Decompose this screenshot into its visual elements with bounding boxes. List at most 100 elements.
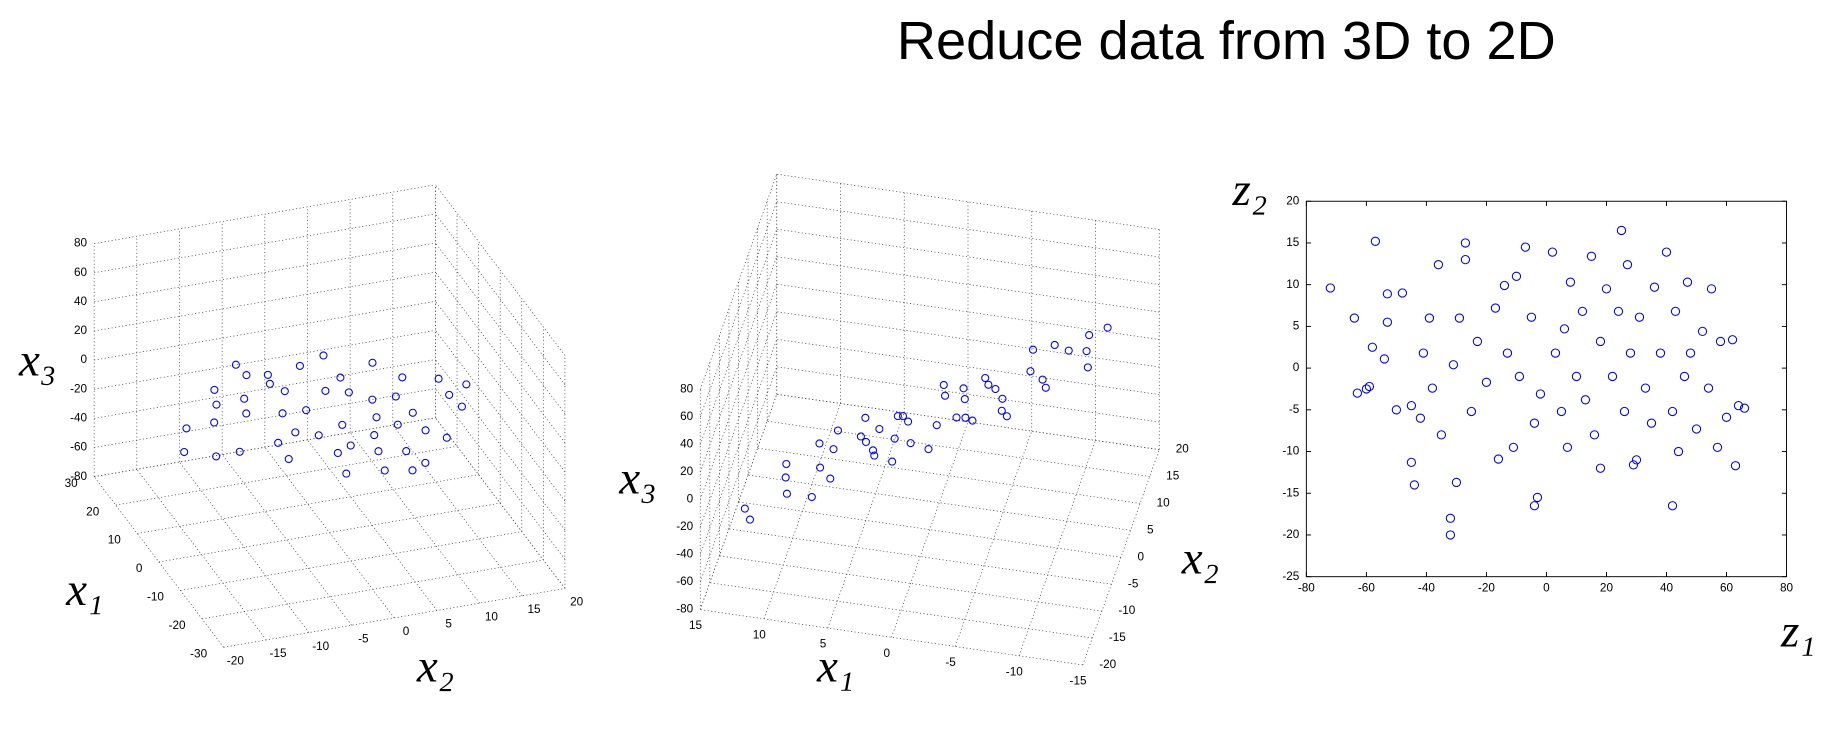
data-point bbox=[321, 386, 330, 395]
data-point bbox=[1646, 418, 1657, 428]
data-point bbox=[210, 385, 219, 394]
x3-tick-label: -20 bbox=[70, 382, 87, 395]
x1-tick-label: -5 bbox=[945, 656, 956, 669]
x-tick-label: 20 bbox=[1600, 582, 1614, 595]
data-point bbox=[408, 408, 417, 417]
data-point bbox=[959, 384, 968, 393]
x2-tick-label: -5 bbox=[1128, 577, 1139, 590]
x-axis-label: z₁ bbox=[1780, 605, 1816, 657]
data-point bbox=[457, 402, 466, 411]
data-point bbox=[740, 504, 749, 513]
data-point bbox=[939, 380, 948, 390]
data-point bbox=[1520, 242, 1531, 252]
data-point bbox=[231, 360, 240, 369]
stage: Reduce data from 3D to 2D -30 -20 -10 0 10 20… bbox=[18, 11, 1816, 693]
grid-line bbox=[435, 213, 566, 385]
data-point bbox=[1370, 236, 1381, 246]
x2-axis-label: x₂ bbox=[1181, 532, 1219, 584]
data-point bbox=[861, 437, 871, 447]
data-point bbox=[1721, 412, 1732, 422]
data-point bbox=[1547, 247, 1558, 257]
data-point bbox=[1622, 260, 1633, 270]
data-point bbox=[368, 358, 377, 367]
y-tick-label: -15 bbox=[1282, 486, 1299, 499]
data-point bbox=[1649, 282, 1660, 292]
grid-line bbox=[221, 454, 352, 626]
data-point bbox=[182, 424, 191, 433]
data-point bbox=[462, 380, 471, 389]
grid-line bbox=[719, 555, 1102, 612]
x3-tick-label: 60 bbox=[680, 410, 694, 423]
data-point bbox=[265, 379, 274, 388]
grid-line bbox=[435, 301, 566, 473]
data-point bbox=[1466, 406, 1477, 417]
data-point bbox=[1427, 383, 1438, 393]
data-point bbox=[1559, 324, 1570, 334]
data-point bbox=[997, 406, 1006, 415]
data-point bbox=[1445, 530, 1456, 540]
grid-line bbox=[392, 424, 523, 597]
data-point bbox=[1499, 280, 1510, 291]
grid-line bbox=[115, 445, 458, 506]
data-point bbox=[1002, 412, 1011, 421]
data-point bbox=[434, 374, 443, 383]
grid-line bbox=[435, 271, 566, 444]
data-point bbox=[1667, 406, 1678, 417]
data-point bbox=[1391, 405, 1402, 415]
data-point bbox=[1529, 418, 1540, 428]
data-point bbox=[1445, 513, 1456, 523]
x2-axis-label: x₂ bbox=[416, 641, 454, 693]
data-point bbox=[421, 426, 430, 435]
grid-line bbox=[94, 359, 436, 419]
y-tick-label: -20 bbox=[1282, 528, 1299, 541]
data-point bbox=[960, 395, 969, 404]
grid-line bbox=[94, 184, 436, 244]
data-point bbox=[1409, 480, 1420, 490]
data-point bbox=[1733, 401, 1744, 411]
data-point bbox=[782, 489, 792, 498]
data-point bbox=[1532, 492, 1543, 503]
data-point bbox=[408, 466, 417, 475]
data-point bbox=[906, 439, 915, 448]
data-point bbox=[816, 463, 825, 472]
grid-line bbox=[94, 213, 436, 274]
y-tick-label: -5 bbox=[1289, 403, 1300, 416]
x1-tick-label: 10 bbox=[753, 628, 767, 641]
data-point bbox=[940, 391, 950, 400]
x2-tick-label: 15 bbox=[527, 603, 541, 616]
x1-tick-label: 10 bbox=[108, 534, 122, 547]
x2-tick-label: 0 bbox=[1137, 550, 1144, 563]
data-point bbox=[1472, 336, 1483, 347]
data-point bbox=[861, 413, 870, 422]
data-point bbox=[1352, 388, 1363, 398]
x1-tick-label: -20 bbox=[169, 619, 186, 632]
plot-frame bbox=[1305, 200, 1788, 578]
data-point bbox=[1424, 313, 1435, 323]
data-point bbox=[1418, 348, 1429, 358]
x-tick-label: -20 bbox=[1478, 582, 1495, 595]
grid-line bbox=[435, 330, 566, 502]
grid-line bbox=[94, 271, 436, 332]
y-axis-label: z₂ bbox=[1232, 164, 1268, 216]
x3-tick-label: 80 bbox=[74, 237, 88, 250]
x2-tick-label: -10 bbox=[1118, 604, 1135, 617]
x3-tick-label: -40 bbox=[676, 548, 693, 561]
data-point bbox=[1613, 306, 1624, 317]
x1-axis-label: x₁ bbox=[65, 564, 103, 616]
data-point bbox=[1529, 501, 1540, 511]
x-tick-label: 80 bbox=[1780, 582, 1794, 595]
data-point bbox=[291, 428, 300, 437]
x3-tick-label: 20 bbox=[680, 465, 694, 478]
x3-axis-label: x₃ bbox=[618, 452, 656, 504]
grid-line bbox=[307, 439, 438, 611]
grid-line bbox=[767, 420, 1150, 477]
data-point bbox=[1367, 342, 1378, 352]
data-point bbox=[826, 474, 835, 483]
x2-tick-label: 10 bbox=[1157, 497, 1171, 510]
data-point bbox=[1595, 463, 1606, 473]
x-tick-label: -40 bbox=[1418, 582, 1435, 595]
chart-3d: -15-10-5051015-20-15-10-505101520-80-60-… bbox=[618, 173, 1219, 693]
data-point bbox=[1064, 346, 1073, 355]
grid-line bbox=[709, 582, 1093, 639]
